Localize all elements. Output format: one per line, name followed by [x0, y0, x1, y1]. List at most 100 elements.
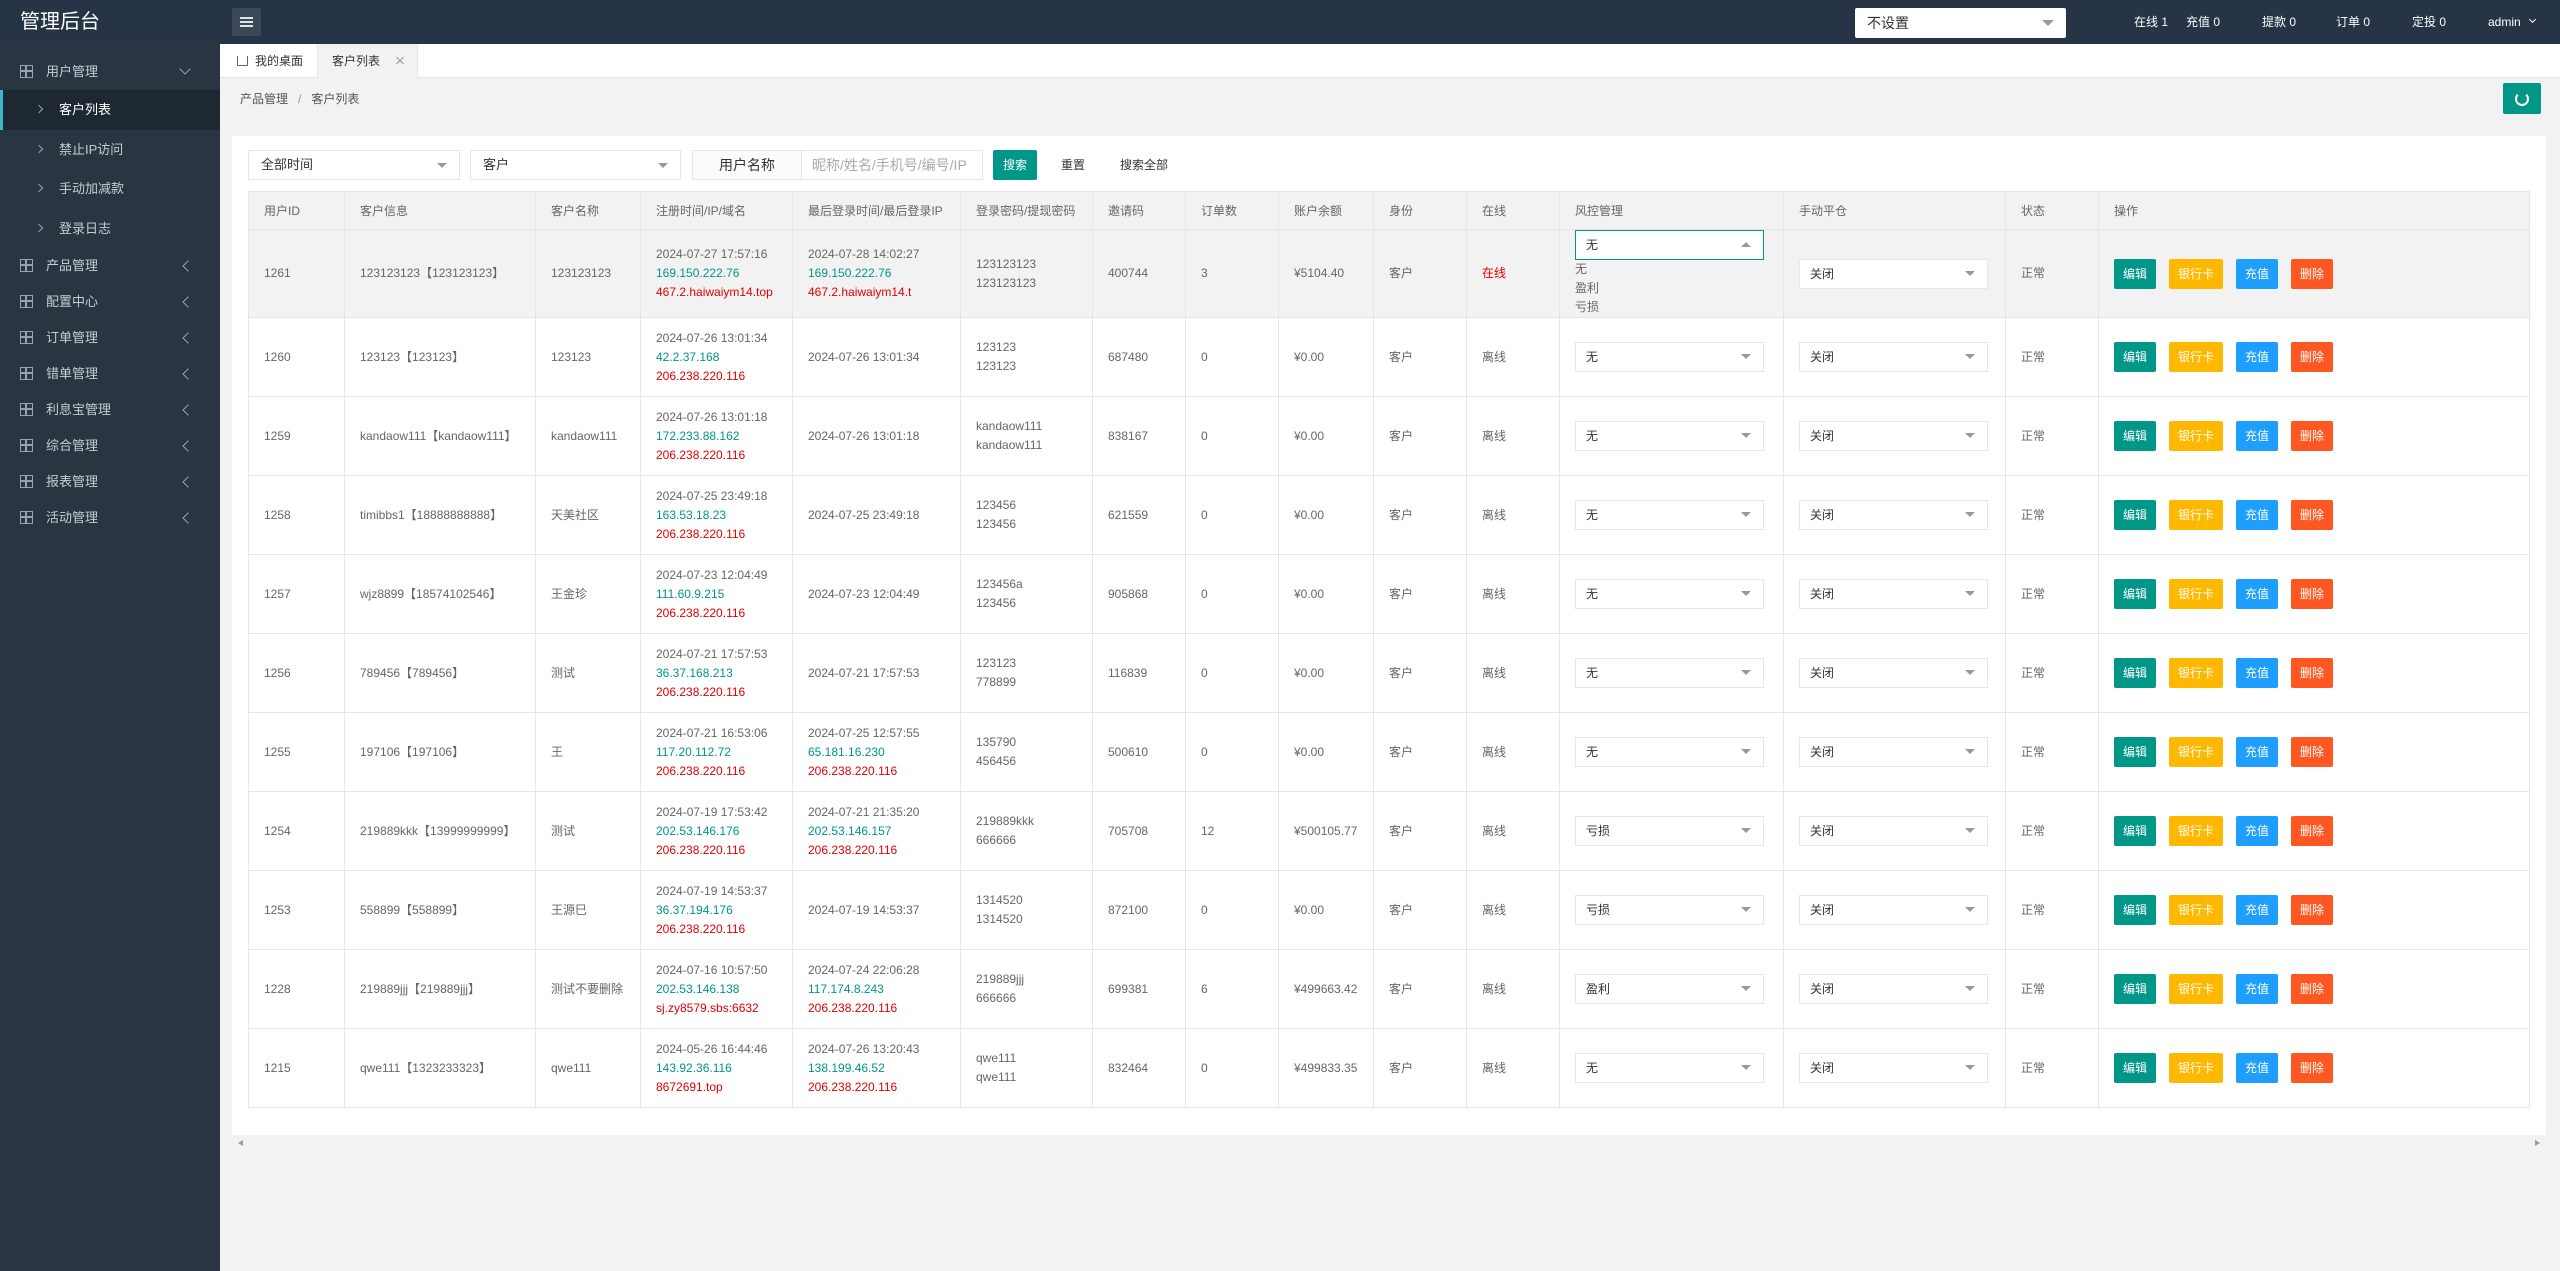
action-button[interactable]: 银行卡: [2169, 816, 2224, 846]
filter-select[interactable]: 客户: [470, 150, 681, 180]
refresh-button[interactable]: [2503, 83, 2541, 114]
filter-select[interactable]: 全部时间: [248, 150, 460, 180]
close-select[interactable]: 关闭: [1799, 500, 1988, 530]
action-button[interactable]: 充值: [2236, 579, 2279, 609]
risk-select[interactable]: 无: [1575, 500, 1764, 530]
action-button[interactable]: 删除: [2291, 816, 2334, 846]
menu-item[interactable]: 产品管理: [0, 248, 220, 284]
risk-select[interactable]: 无: [1575, 1053, 1764, 1083]
action-button[interactable]: 充值: [2236, 258, 2279, 289]
action-button[interactable]: 删除: [2291, 421, 2334, 451]
action-button[interactable]: 删除: [2291, 737, 2334, 767]
risk-option[interactable]: 无: [1575, 262, 1588, 276]
tab[interactable]: 客户列表: [317, 44, 418, 78]
action-button[interactable]: 编辑: [2114, 974, 2157, 1004]
action-button[interactable]: 银行卡: [2169, 421, 2224, 451]
top-stat[interactable]: 订单 0: [2336, 15, 2371, 29]
risk-select[interactable]: 亏损: [1575, 895, 1764, 925]
risk-select[interactable]: 无: [1575, 230, 1764, 260]
action-button[interactable]: 充值: [2236, 421, 2279, 451]
action-button[interactable]: 编辑: [2114, 342, 2157, 372]
close-select[interactable]: 关闭: [1799, 737, 1988, 767]
menu-item[interactable]: 报表管理: [0, 464, 220, 500]
action-button[interactable]: 充值: [2236, 895, 2279, 925]
close-select[interactable]: 关闭: [1799, 974, 1988, 1004]
action-button[interactable]: 编辑: [2114, 258, 2157, 289]
menu-item[interactable]: 错单管理: [0, 356, 220, 392]
scroll-left[interactable]: [238, 1140, 243, 1146]
filter-button[interactable]: 搜索全部: [1119, 158, 1168, 172]
top-stat[interactable]: 定投 0: [2412, 15, 2447, 29]
action-button[interactable]: 删除: [2291, 342, 2334, 372]
menu-item[interactable]: 用户管理: [0, 54, 220, 90]
action-button[interactable]: 银行卡: [2169, 1053, 2224, 1083]
filter-button[interactable]: 重置: [1060, 158, 1085, 172]
action-button[interactable]: 删除: [2291, 1053, 2334, 1083]
action-button[interactable]: 编辑: [2114, 658, 2157, 688]
risk-select[interactable]: 亏损: [1575, 816, 1764, 846]
action-button[interactable]: 编辑: [2114, 895, 2157, 925]
tab[interactable]: 我的桌面: [225, 44, 317, 78]
submenu-item[interactable]: 客户列表: [0, 90, 220, 130]
scrollbar[interactable]: [232, 1138, 2546, 1148]
breadcrumb-item[interactable]: 产品管理: [240, 92, 289, 106]
action-button[interactable]: 删除: [2291, 974, 2334, 1004]
action-button[interactable]: 删除: [2291, 500, 2334, 530]
action-button[interactable]: 充值: [2236, 737, 2279, 767]
action-button[interactable]: 充值: [2236, 816, 2279, 846]
action-button[interactable]: 银行卡: [2169, 895, 2224, 925]
action-button[interactable]: 编辑: [2114, 737, 2157, 767]
action-button[interactable]: 删除: [2291, 258, 2334, 289]
action-button[interactable]: 编辑: [2114, 816, 2157, 846]
menu-item[interactable]: 订单管理: [0, 320, 220, 356]
top-stat[interactable]: 提款 0: [2262, 15, 2297, 29]
action-button[interactable]: 编辑: [2114, 579, 2157, 609]
action-button[interactable]: 删除: [2291, 895, 2334, 925]
submenu-item[interactable]: 禁止IP访问: [0, 130, 220, 170]
submenu-item[interactable]: 手动加减款: [0, 169, 220, 209]
risk-select[interactable]: 无: [1575, 421, 1764, 451]
menu-item[interactable]: 活动管理: [0, 500, 220, 536]
action-button[interactable]: 充值: [2236, 1053, 2279, 1083]
close-select[interactable]: 关闭: [1799, 895, 1988, 925]
action-button[interactable]: 银行卡: [2169, 579, 2224, 609]
action-button[interactable]: 充值: [2236, 974, 2279, 1004]
action-button[interactable]: 删除: [2291, 579, 2334, 609]
action-button[interactable]: 充值: [2236, 342, 2279, 372]
filter-input[interactable]: 昵称/姓名/手机号/编号/IP: [801, 150, 983, 180]
submenu-item[interactable]: 登录日志: [0, 209, 220, 249]
menu-item[interactable]: 综合管理: [0, 428, 220, 464]
close-select[interactable]: 关闭: [1799, 1053, 1988, 1083]
risk-select[interactable]: 无: [1575, 342, 1764, 372]
risk-select[interactable]: 无: [1575, 737, 1764, 767]
top-stat[interactable]: 在线 1: [2134, 15, 2169, 29]
risk-option[interactable]: 亏损: [1575, 300, 1600, 314]
close-select[interactable]: 关闭: [1799, 342, 1988, 372]
user-menu[interactable]: admin: [2488, 15, 2521, 29]
filter-button[interactable]: 搜索: [993, 150, 1037, 180]
risk-select[interactable]: 盈利: [1575, 974, 1764, 1004]
risk-select[interactable]: 无: [1575, 658, 1764, 688]
action-button[interactable]: 银行卡: [2169, 500, 2224, 530]
action-button[interactable]: 删除: [2291, 658, 2334, 688]
menu-toggle[interactable]: [232, 8, 261, 36]
action-button[interactable]: 编辑: [2114, 421, 2157, 451]
close-select[interactable]: 关闭: [1799, 258, 1988, 289]
action-button[interactable]: 编辑: [2114, 1053, 2157, 1083]
top-select[interactable]: 不设置: [1855, 8, 2066, 38]
close-select[interactable]: 关闭: [1799, 816, 1988, 846]
action-button[interactable]: 充值: [2236, 658, 2279, 688]
breadcrumb-item[interactable]: 客户列表: [311, 92, 360, 106]
action-button[interactable]: 银行卡: [2169, 342, 2224, 372]
action-button[interactable]: 银行卡: [2169, 737, 2224, 767]
close-select[interactable]: 关闭: [1799, 421, 1988, 451]
menu-item[interactable]: 配置中心: [0, 284, 220, 320]
scroll-right[interactable]: [2535, 1140, 2540, 1146]
risk-option[interactable]: 盈利: [1575, 281, 1600, 295]
action-button[interactable]: 充值: [2236, 500, 2279, 530]
close-select[interactable]: 关闭: [1799, 658, 1988, 688]
menu-item[interactable]: 利息宝管理: [0, 392, 220, 428]
risk-select[interactable]: 无: [1575, 579, 1764, 609]
action-button[interactable]: 银行卡: [2169, 974, 2224, 1004]
top-stat[interactable]: 充值 0: [2186, 15, 2221, 29]
